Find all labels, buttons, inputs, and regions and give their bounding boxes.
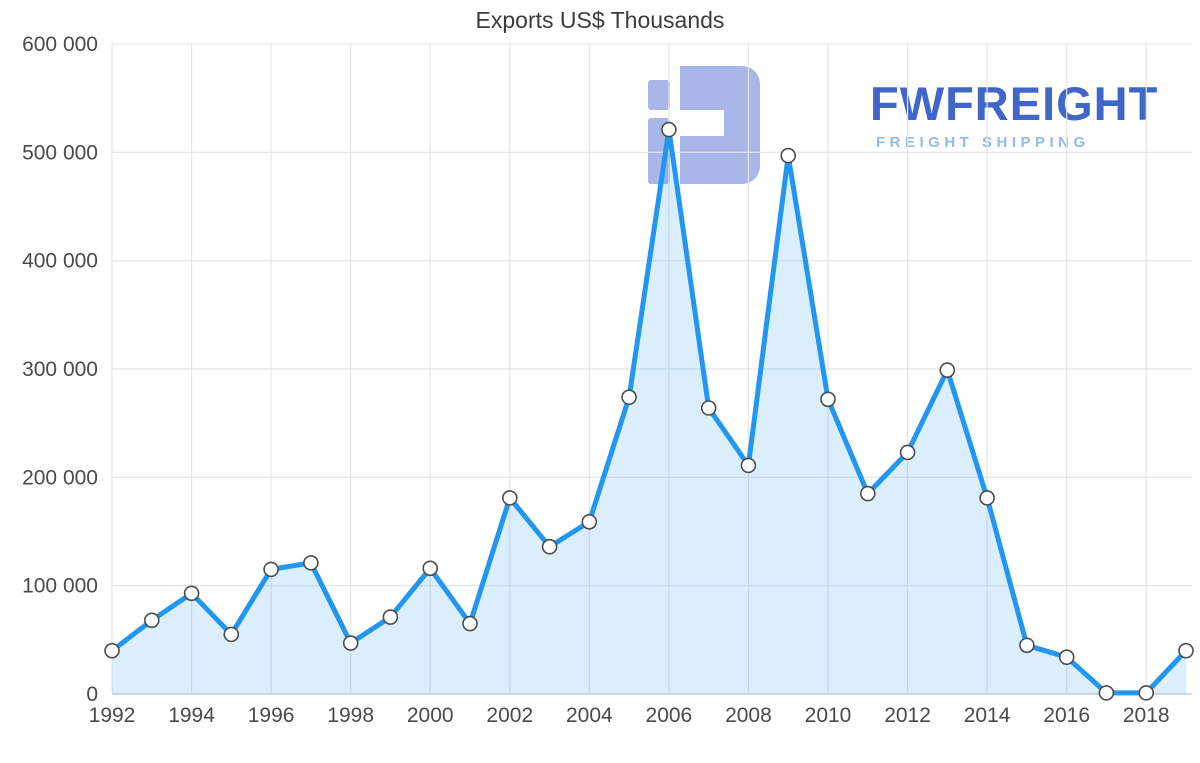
data-point	[183, 585, 200, 602]
brand-tagline: FREIGHT SHIPPING	[876, 134, 1090, 151]
data-point	[382, 609, 399, 625]
y-tick-label: 600 000	[22, 33, 98, 56]
data-point	[979, 490, 995, 506]
gridlines: 0 100 000 200 000 300 000 400 000 500 000 600 …	[22, 33, 1192, 727]
data-point	[661, 121, 677, 138]
data-point	[263, 561, 279, 578]
data-point	[621, 389, 637, 406]
x-tick-label: 2016	[1043, 704, 1090, 727]
data-point	[342, 635, 359, 651]
data-point	[859, 485, 876, 502]
data-point	[223, 626, 240, 643]
markers	[104, 121, 1194, 701]
data-point	[700, 400, 717, 416]
area-fill	[112, 129, 1186, 695]
data-point	[422, 560, 439, 577]
data-point	[1178, 642, 1194, 659]
x-tick-label: 2002	[486, 704, 533, 727]
data-point	[501, 490, 518, 506]
x-tick-label: 2010	[805, 704, 852, 727]
data-point	[820, 391, 836, 408]
data-point	[462, 615, 478, 632]
x-tick-label: 2018	[1123, 704, 1170, 727]
y-tick-label: 200 000	[22, 466, 98, 489]
data-point	[780, 147, 797, 164]
y-tick-label: 0	[86, 683, 98, 706]
data-point	[1098, 685, 1115, 701]
brand-text-block: FWFREIGHT FREIGHT SHIPPING	[870, 80, 1160, 151]
data-point	[939, 362, 956, 378]
data-point	[740, 457, 757, 474]
data-point	[541, 538, 558, 555]
y-tick-label: 300 000	[22, 358, 98, 381]
x-tick-label: 1992	[89, 704, 136, 727]
x-tick-label: 2000	[407, 704, 454, 727]
data-point	[1058, 649, 1075, 666]
y-tick-label: 400 000	[22, 250, 98, 273]
data-point	[899, 444, 916, 461]
data-point	[303, 555, 319, 571]
data-point	[581, 513, 598, 530]
x-tick-label: 2004	[566, 704, 613, 727]
brand-wordmark: FWFREIGHT	[870, 77, 1159, 130]
x-tick-label: 1994	[168, 704, 215, 727]
x-tick-label: 2008	[725, 704, 772, 727]
x-tick-label: 2006	[646, 704, 693, 727]
data-point	[144, 612, 160, 629]
y-tick-label: 500 000	[22, 141, 98, 164]
data-point	[104, 642, 120, 659]
y-tick-label: 100 000	[22, 575, 98, 598]
chart-title: Exports US$ Thousands	[475, 7, 725, 33]
x-tick-label: 1998	[327, 704, 374, 727]
data-point	[1019, 637, 1035, 654]
data-line	[109, 127, 1189, 696]
x-tick-label: 2014	[964, 704, 1011, 727]
x-tick-label: 2012	[884, 704, 931, 727]
x-tick-label: 1996	[248, 704, 295, 727]
data-point	[1138, 685, 1154, 701]
